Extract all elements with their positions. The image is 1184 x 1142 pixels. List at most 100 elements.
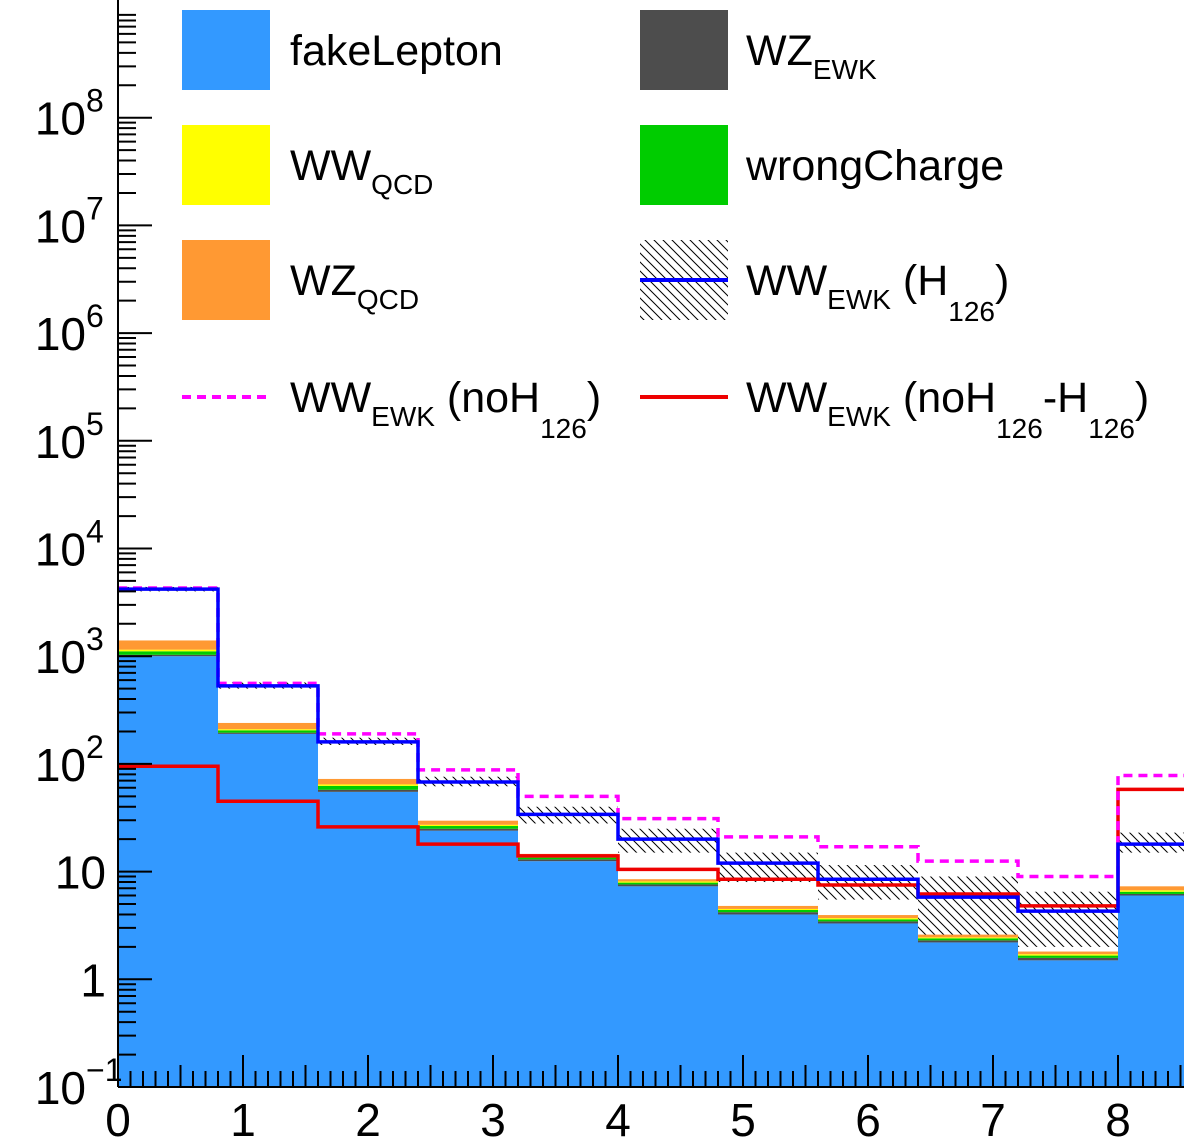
bar-WZ_EWK-bin-1 xyxy=(218,732,318,734)
bar-WZ_EWK-bin-3 xyxy=(418,828,518,831)
bar-WZ_QCD-bin-0 xyxy=(118,640,218,650)
legend-label-WZ_EWK: WZEWK xyxy=(746,27,877,85)
x-tick-label: 4 xyxy=(605,1094,631,1142)
legend-swatch-fakeLepton xyxy=(182,10,270,90)
legend-label-WZ_QCD: WZQCD xyxy=(290,257,419,315)
bar-WZ_QCD-bin-3 xyxy=(418,820,518,825)
y-tick-exponent: 4 xyxy=(86,514,104,550)
y-tick-exponent: −1 xyxy=(86,1052,122,1088)
bar-WW_QCD-bin-3 xyxy=(418,824,518,827)
bar-WZ_QCD-bin-10 xyxy=(1118,886,1184,891)
bar-WW_QCD-bin-8 xyxy=(918,937,1018,939)
bar-WZ_EWK-bin-4 xyxy=(518,859,618,862)
bar-fakeLepton-bin-1 xyxy=(218,733,318,1087)
bar-wrongCharge-bin-7 xyxy=(818,919,918,922)
y-tick-label: 10 xyxy=(35,631,86,683)
x-tick-label: 2 xyxy=(355,1094,381,1142)
y-tick-exponent: 6 xyxy=(86,298,104,334)
bar-wrongCharge-bin-10 xyxy=(1118,891,1184,894)
bar-WW_QCD-bin-2 xyxy=(318,784,418,786)
y-tick-label: 10 xyxy=(55,847,106,899)
y-tick-label: 1 xyxy=(80,954,106,1006)
bar-WZ_QCD-bin-6 xyxy=(718,905,818,909)
bar-WZ_QCD-bin-2 xyxy=(318,778,418,785)
bar-WZ_EWK-bin-7 xyxy=(818,921,918,924)
bar-fakeLepton-bin-9 xyxy=(1018,960,1118,1087)
band-bin-8 xyxy=(918,876,1018,935)
line-histograms xyxy=(118,586,1184,913)
legend-swatch-wrongCharge xyxy=(640,125,728,205)
y-tick-exponent: 3 xyxy=(86,621,104,657)
band-bin-7 xyxy=(818,865,918,900)
bar-WZ_QCD-bin-7 xyxy=(818,915,918,919)
y-tick-exponent: 2 xyxy=(86,729,104,765)
bar-WZ_EWK-bin-9 xyxy=(1018,957,1118,961)
bar-fakeLepton-bin-8 xyxy=(918,942,1018,1087)
y-tick-label: 10 xyxy=(35,524,86,576)
y-tick-label: 10 xyxy=(35,416,86,468)
bar-WZ_EWK-bin-0 xyxy=(118,654,218,657)
legend-swatch-WZ_QCD xyxy=(182,240,270,320)
legend-label-wrongCharge: wrongCharge xyxy=(745,142,1004,190)
bar-WW_QCD-bin-0 xyxy=(118,649,218,652)
bar-wrongCharge-bin-2 xyxy=(318,785,418,790)
bar-fakeLepton-bin-3 xyxy=(418,830,518,1087)
bar-WW_QCD-bin-7 xyxy=(818,918,918,920)
bar-wrongCharge-bin-0 xyxy=(118,651,218,655)
x-tick-label: 5 xyxy=(730,1094,756,1142)
x-tick-label: 1 xyxy=(230,1094,256,1142)
x-tick-label: 6 xyxy=(855,1094,881,1142)
bar-WZ_EWK-bin-2 xyxy=(318,789,418,792)
bar-wrongCharge-bin-1 xyxy=(218,730,318,733)
bar-WZ_EWK-bin-5 xyxy=(618,884,718,887)
bar-fakeLepton-bin-10 xyxy=(1118,895,1184,1087)
y-tick-exponent: 5 xyxy=(86,406,104,442)
bar-fakeLepton-bin-5 xyxy=(618,886,718,1087)
legend: fakeLepton WZEWK WWQCD wrongCharge WZQCD WWEW… xyxy=(182,10,1149,444)
bar-WW_QCD-bin-10 xyxy=(1118,890,1184,892)
bar-wrongCharge-bin-4 xyxy=(518,857,618,860)
y-tick-label: 10 xyxy=(35,93,86,145)
y-tick-label: 10 xyxy=(35,739,86,791)
y-tick-exponent: 7 xyxy=(86,190,104,226)
bar-WZ_EWK-bin-6 xyxy=(718,912,818,915)
bar-wrongCharge-bin-6 xyxy=(718,910,818,913)
legend-swatch-WW_QCD xyxy=(182,125,270,205)
bar-WW_QCD-bin-1 xyxy=(218,729,318,731)
bar-wrongCharge-bin-9 xyxy=(1018,955,1118,958)
x-tick-label: 0 xyxy=(105,1094,131,1142)
bar-WW_QCD-bin-9 xyxy=(1018,954,1118,956)
legend-label-WW_EWK_diff: WWEWK (noH126-H126) xyxy=(746,374,1149,444)
bar-WZ_QCD-bin-1 xyxy=(218,722,318,730)
legend-label-WW_EWK_noH126: WWEWK (noH126) xyxy=(290,374,601,444)
y-tick-label: 10 xyxy=(35,200,86,252)
bar-WZ_EWK-bin-8 xyxy=(918,940,1018,943)
y-tick-exponent: 8 xyxy=(86,83,104,119)
x-tick-label: 7 xyxy=(980,1094,1006,1142)
legend-swatch-WZ_EWK xyxy=(640,10,728,90)
band-bin-6 xyxy=(718,852,818,883)
bar-wrongCharge-bin-3 xyxy=(418,826,518,829)
legend-label-fakeLepton: fakeLepton xyxy=(290,27,503,75)
bar-WZ_QCD-bin-5 xyxy=(618,879,718,882)
bar-wrongCharge-bin-5 xyxy=(618,882,718,885)
y-tick-label: 10 xyxy=(35,1062,86,1114)
bar-wrongCharge-bin-8 xyxy=(918,938,1018,941)
line-WW-EWK-H-126- xyxy=(118,587,1184,913)
stacked-histogram xyxy=(118,640,1184,1087)
bar-WZ_EWK-bin-10 xyxy=(1118,893,1184,896)
bar-WW_QCD-bin-6 xyxy=(718,908,818,911)
legend-label-WW_EWK_H126: WWEWK (H126) xyxy=(746,257,1009,327)
bar-fakeLepton-bin-4 xyxy=(518,861,618,1087)
legend-label-WW_QCD: WWQCD xyxy=(290,142,433,200)
bar-WW_QCD-bin-5 xyxy=(618,881,718,883)
y-tick-label: 10 xyxy=(35,308,86,360)
bar-fakeLepton-bin-2 xyxy=(318,791,418,1087)
bar-WZ_QCD-bin-8 xyxy=(918,934,1018,938)
x-tick-label: 3 xyxy=(480,1094,506,1142)
x-tick-label: 8 xyxy=(1105,1094,1131,1142)
bar-fakeLepton-bin-6 xyxy=(718,914,818,1087)
band-bin-9 xyxy=(1018,891,1118,947)
